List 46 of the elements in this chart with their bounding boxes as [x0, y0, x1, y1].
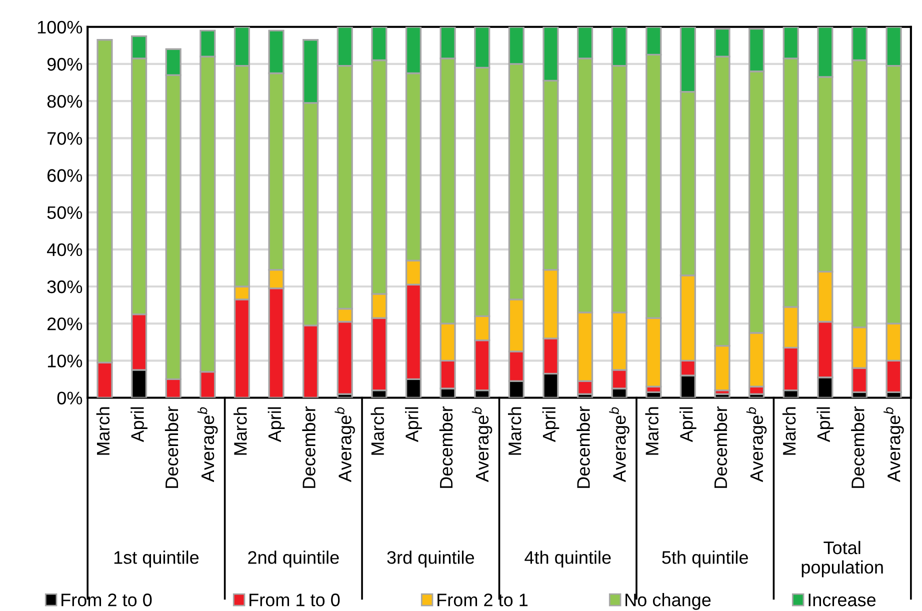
x-tick-label: Average$^{b}$ [884, 407, 904, 482]
x-tick-label: Average$^{b}$ [334, 407, 355, 482]
x-tick-label: April [130, 407, 148, 442]
y-tick-label: 30% [47, 280, 82, 294]
text: 5th quintile [662, 550, 748, 568]
x-tick-label: December [164, 406, 178, 488]
x-tick-label: March [782, 407, 796, 455]
legend-label: From 2 to 1 [438, 594, 528, 606]
x-tick-label: March [370, 407, 384, 455]
y-tick-label: 40% [47, 243, 82, 256]
legend-label: From 2 to 0 [62, 594, 152, 606]
x-tick-label: March [645, 407, 658, 455]
y-tick-label: 20% [48, 318, 82, 330]
y-tick-label: 50% [47, 206, 82, 220]
x-tick-label: April [405, 407, 422, 442]
x-tick-label: March [234, 407, 247, 455]
text: 4th quintile [524, 550, 611, 568]
x-tick-label: December [439, 406, 453, 488]
x-tick-label: April [268, 407, 285, 442]
y-tick-label: 60% [48, 169, 82, 182]
x-tick-label: Average$^{b}$ [197, 407, 218, 482]
x-tick-label: March [508, 407, 522, 455]
text: 1st quintile [114, 550, 199, 568]
x-tick-label: December [576, 406, 590, 488]
x-tick-label: Average$^{b}$ [609, 407, 630, 482]
legend-label: From 1 to 0 [250, 594, 340, 606]
y-tick-label: 10% [48, 354, 82, 368]
x-tick-label: December [851, 406, 864, 488]
x-tick-label: December [302, 406, 316, 488]
y-tick-label: 70% [48, 132, 82, 145]
y-tick-label: 80% [47, 94, 82, 108]
x-tick-label: April [816, 407, 834, 442]
x-tick-label: April [542, 407, 560, 442]
text: Total population [802, 540, 883, 578]
x-tick-label: Average$^{b}$ [472, 407, 492, 482]
y-tick-label: 0% [57, 392, 82, 404]
text: 3rd quintile [387, 550, 474, 568]
x-tick-label: December [714, 406, 728, 488]
text: 2nd quintile [248, 550, 339, 568]
legend-label: No change [626, 593, 711, 610]
x-tick-label: March [96, 407, 110, 455]
y-tick-label: 90% [47, 58, 82, 71]
x-tick-label: Average$^{b}$ [746, 407, 767, 482]
y-tick-label: 100% [38, 20, 82, 34]
x-tick-label: April [680, 407, 696, 442]
legend-label: Increase [808, 594, 876, 606]
